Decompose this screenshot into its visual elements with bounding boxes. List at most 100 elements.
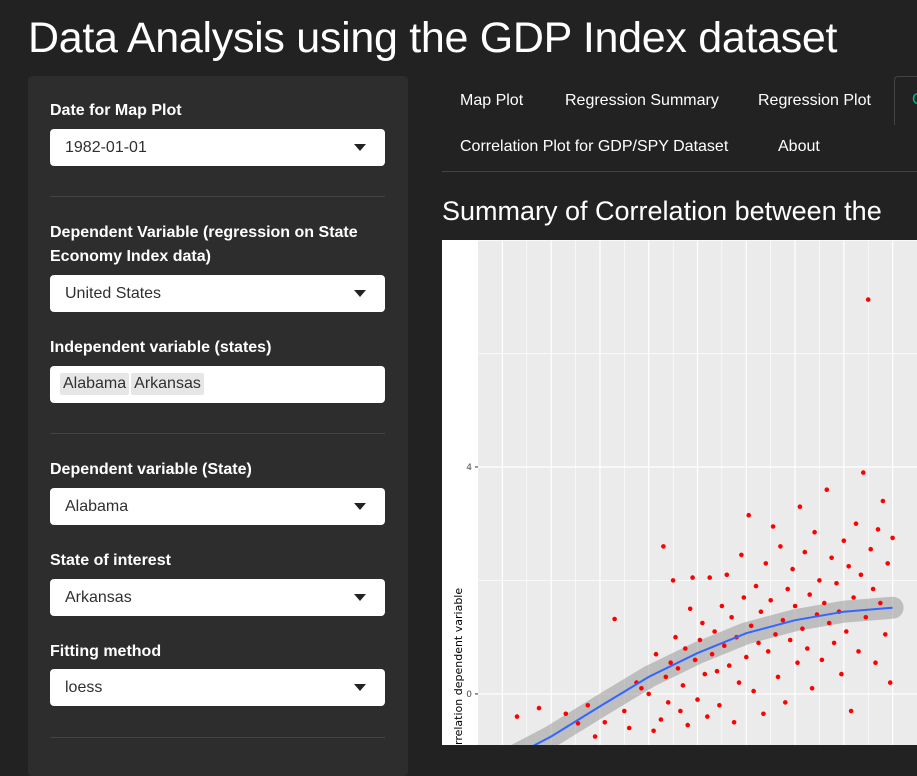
y-axis-label: rrelation dependent variable <box>452 587 465 745</box>
data-point <box>783 700 788 705</box>
dependent-state-select[interactable]: Alabama <box>50 488 385 525</box>
data-point <box>778 544 783 549</box>
data-point <box>726 663 732 668</box>
data-point <box>639 686 644 691</box>
data-point <box>675 666 681 671</box>
data-point <box>853 521 859 526</box>
data-point <box>536 705 542 711</box>
data-point <box>861 470 866 475</box>
data-point <box>839 671 844 677</box>
dependent-regression-value: United States <box>65 285 162 302</box>
data-point <box>622 708 627 714</box>
tab-regression-plot[interactable]: Regression Plot <box>758 92 871 109</box>
fitting-method-label: Fitting method <box>50 643 162 660</box>
data-point <box>883 632 888 637</box>
tab-correlation-summary-active[interactable]: C <box>894 76 917 125</box>
data-point <box>661 544 666 549</box>
data-point <box>887 680 893 685</box>
data-point <box>612 616 617 622</box>
data-point <box>770 524 776 529</box>
data-point <box>812 529 817 535</box>
data-points <box>514 297 895 739</box>
smooth-line-path <box>532 606 893 745</box>
data-point <box>805 646 810 651</box>
data-point <box>714 668 720 674</box>
data-point <box>858 572 864 578</box>
data-point <box>878 600 883 606</box>
data-point <box>785 586 790 592</box>
dependent-regression-label: Dependent Variable (regression on State … <box>50 224 358 265</box>
caret-down-icon <box>354 503 366 510</box>
state-of-interest-select[interactable]: Arkansas <box>50 579 385 616</box>
data-point <box>705 714 710 719</box>
data-point <box>712 629 717 634</box>
data-point <box>795 660 800 665</box>
data-point <box>695 697 700 702</box>
data-point <box>792 603 798 609</box>
tab-correlation-plot[interactable]: Correlation Plot for GDP/SPY Dataset <box>460 138 729 155</box>
state-tag-alabama[interactable]: Alabama <box>60 373 130 395</box>
independent-states-multiselect[interactable]: Alabama Arkansas <box>50 366 385 403</box>
data-point <box>890 535 895 541</box>
data-point <box>868 546 873 552</box>
data-point <box>822 600 827 606</box>
state-of-interest-label: State of interest <box>50 552 171 569</box>
data-point <box>692 657 698 663</box>
data-point <box>875 527 881 532</box>
data-point <box>756 640 761 646</box>
dependent-regression-select[interactable]: United States <box>50 275 385 312</box>
data-point <box>758 609 764 614</box>
data-point <box>731 720 737 725</box>
data-point <box>658 717 664 722</box>
map-date-value: 1982-01-01 <box>65 139 147 156</box>
data-point <box>790 566 795 572</box>
divider <box>50 433 385 434</box>
data-point <box>626 725 632 731</box>
data-point <box>702 671 708 677</box>
data-point <box>680 683 686 688</box>
data-point <box>673 634 678 640</box>
data-point <box>722 643 727 648</box>
tab-map-plot[interactable]: Map Plot <box>460 92 524 109</box>
data-point <box>736 680 742 685</box>
data-point <box>819 657 825 663</box>
data-point <box>678 708 683 714</box>
fitting-method-value: loess <box>65 679 103 696</box>
data-point <box>834 581 839 586</box>
data-point <box>690 575 695 580</box>
data-point <box>865 297 871 302</box>
scatter-plot-svg: 40 <box>466 240 917 745</box>
data-point <box>844 629 849 634</box>
data-point <box>763 561 769 566</box>
map-date-label: Date for Map Plot <box>50 102 182 119</box>
sidebar-panel: Date for Map Plot 1982-01-01 Dependent V… <box>28 76 408 776</box>
y-tick-label: 0 <box>466 690 472 700</box>
data-point <box>753 583 759 589</box>
dependent-state-value: Alabama <box>65 498 129 515</box>
map-date-select[interactable]: 1982-01-01 <box>50 129 385 166</box>
data-point <box>826 620 832 626</box>
data-point <box>700 620 705 626</box>
data-point <box>841 538 847 543</box>
data-point <box>761 711 766 717</box>
data-point <box>809 686 815 691</box>
data-point <box>787 637 793 643</box>
tabs-underline <box>442 171 917 172</box>
data-point <box>739 552 744 558</box>
data-point <box>807 592 812 597</box>
data-point <box>744 654 749 660</box>
data-point <box>817 578 822 583</box>
caret-down-icon <box>354 594 366 601</box>
data-point <box>800 626 805 631</box>
state-tag-arkansas[interactable]: Arkansas <box>131 373 204 395</box>
data-point <box>592 734 598 739</box>
tab-about[interactable]: About <box>778 138 820 155</box>
data-point <box>697 637 703 643</box>
tab-regression-summary[interactable]: Regression Summary <box>565 92 719 109</box>
data-point <box>885 561 890 566</box>
data-point <box>802 549 808 555</box>
fitting-method-select[interactable]: loess <box>50 669 385 706</box>
data-point <box>780 617 786 623</box>
y-axis: 40 <box>466 463 478 700</box>
data-point <box>741 595 747 600</box>
